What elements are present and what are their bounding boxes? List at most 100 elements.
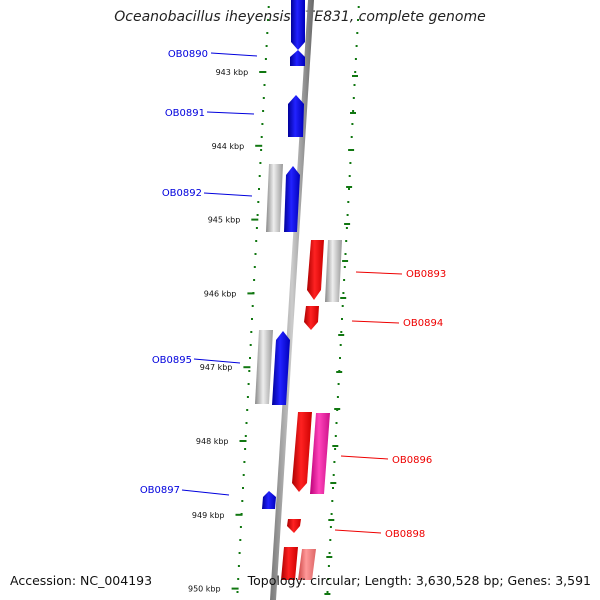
gene-label-ob0895[interactable]: OB0895 (152, 355, 192, 366)
right-dotted-track-dot (349, 162, 352, 164)
right-dotted-track-dot (345, 227, 348, 229)
right-track-minor-tick (330, 482, 337, 484)
left-dotted-track-dot (241, 500, 244, 502)
right-track-minor-tick (344, 223, 351, 225)
left-dotted-track-dot (246, 396, 249, 398)
right-dotted-track-dot (343, 266, 346, 268)
gene-ob0894-arrow[interactable] (304, 306, 319, 330)
left-dotted-track-dot (265, 45, 268, 47)
right-dotted-track-dot (354, 58, 357, 60)
dotted-tracks (236, 6, 360, 595)
gene-ob0895-arrow[interactable] (272, 331, 290, 405)
left-dotted-track-dot (254, 253, 257, 255)
left-dotted-track-dot (260, 149, 263, 151)
left-dotted-track-dot (249, 344, 252, 346)
left-dotted-track-dot (255, 240, 258, 242)
kbp-tick-mark (255, 144, 263, 147)
right-dotted-track-dot (327, 565, 330, 567)
kbp-tick-label: 944 kbp (212, 142, 245, 151)
kbp-ticks: 943 kbp 944 kbp 945 kbp 946 kbp 947 kbp 948 k… (188, 68, 267, 594)
gene-label-ob0892[interactable]: OB0892 (162, 188, 202, 199)
right-dotted-track-dot (332, 474, 335, 476)
gene-ob0893-arrow[interactable] (307, 240, 324, 300)
right-dotted-track-dot (347, 201, 350, 203)
left-dotted-track-dot (236, 591, 239, 593)
right-track-minor-tick (336, 371, 343, 373)
left-dotted-track-dot (264, 58, 267, 60)
right-track-minor-tick (342, 260, 349, 262)
gene-label-ob0891[interactable]: OB0891 (165, 108, 205, 119)
right-dotted-track-dot (348, 188, 350, 190)
right-dotted-track-dot (327, 578, 330, 580)
gene-ob0893-gray[interactable] (325, 240, 342, 302)
right-track-minor-tick (326, 556, 333, 558)
topology-text: Topology: circular; Length: 3,630,528 bp… (247, 573, 591, 588)
right-dotted-track-dot (334, 435, 337, 437)
right-dotted-track-dot (353, 84, 356, 86)
gene-ob0892-arrow[interactable] (284, 166, 300, 232)
gene-ob0895-gray[interactable] (255, 330, 273, 404)
right-track-minor-tick (350, 112, 356, 114)
kbp-tick-label: 949 kbp (192, 511, 225, 520)
right-dotted-track-dot (335, 422, 338, 424)
left-dotted-track-dot (262, 97, 265, 99)
right-dotted-track-dot (354, 71, 357, 73)
left-dotted-track-dot (247, 383, 250, 385)
right-track-minor-tick (328, 519, 335, 521)
gene-label-ob0893[interactable]: OB0893 (406, 269, 446, 280)
right-dotted-track-dot (326, 591, 329, 593)
right-track-minor-tick (332, 445, 339, 447)
gene-ob0891-arrow[interactable] (288, 95, 304, 137)
kbp-tick-label: 946 kbp (204, 289, 237, 298)
right-dotted-track-dot (336, 396, 339, 398)
gene-label-ob0898[interactable]: OB0898 (385, 529, 425, 540)
left-dotted-track-dot (239, 526, 242, 528)
gene-trailing-lightred[interactable] (298, 549, 316, 580)
gene-label-ob0890[interactable]: OB0890 (168, 49, 208, 60)
left-dotted-track-dot (250, 331, 253, 333)
kbp-tick-label: 950 kbp (188, 585, 221, 594)
left-dotted-track-dot (263, 84, 266, 86)
left-dotted-track-dot (257, 201, 260, 203)
left-dotted-track-dot (267, 6, 270, 8)
gene-features (255, 0, 342, 580)
right-dotted-track-dot (331, 500, 334, 502)
kbp-tick-mark (259, 71, 267, 73)
right-dotted-track-dot (339, 344, 342, 346)
gene-label-ob0896[interactable]: OB0896 (392, 455, 432, 466)
right-dotted-track-dot (332, 487, 334, 489)
gene-label-ob0894[interactable]: OB0894 (403, 318, 443, 329)
gene-trailing-red[interactable] (281, 547, 298, 580)
left-dotted-track-dot (261, 123, 264, 125)
right-dotted-track-dot (337, 383, 340, 385)
gene-ob0890-arrow-b[interactable] (290, 50, 305, 66)
left-dotted-track-dot (242, 487, 244, 489)
left-dotted-track-dot (255, 227, 258, 229)
left-dotted-track-dot (259, 162, 262, 164)
genome-backbone (270, 0, 314, 600)
right-dotted-track-dot (339, 357, 341, 359)
left-dotted-track-dot (262, 110, 265, 112)
left-dotted-track-dot (258, 175, 261, 177)
gene-ob0897-arrow[interactable] (262, 491, 276, 509)
kbp-tick-mark (235, 513, 243, 516)
left-dotted-track-dot (237, 565, 240, 567)
kbp-tick-mark (239, 440, 247, 442)
gene-ob0898-arrow[interactable] (287, 519, 301, 533)
right-dotted-track-dot (357, 19, 359, 21)
right-dotted-track-dot (352, 110, 355, 112)
right-dotted-track-dot (344, 253, 347, 255)
gene-ob0896-pink[interactable] (310, 413, 330, 494)
left-dotted-track-dot (239, 539, 242, 541)
gene-label-ob0897[interactable]: OB0897 (140, 485, 180, 496)
kbp-tick-label: 943 kbp (216, 68, 249, 77)
right-dotted-track-dot (342, 292, 345, 294)
gene-labels: OB0890 OB0891 OB0892 OB0893 OB0894 OB089… (140, 49, 446, 540)
gene-ob0890-arrow[interactable] (291, 0, 305, 50)
left-dotted-track-dot (245, 422, 248, 424)
gene-ob0892-gray[interactable] (266, 164, 283, 232)
kbp-tick-label: 945 kbp (208, 216, 241, 225)
gene-ob0896-arrow[interactable] (292, 412, 312, 492)
right-track-minor-tick (352, 75, 358, 77)
